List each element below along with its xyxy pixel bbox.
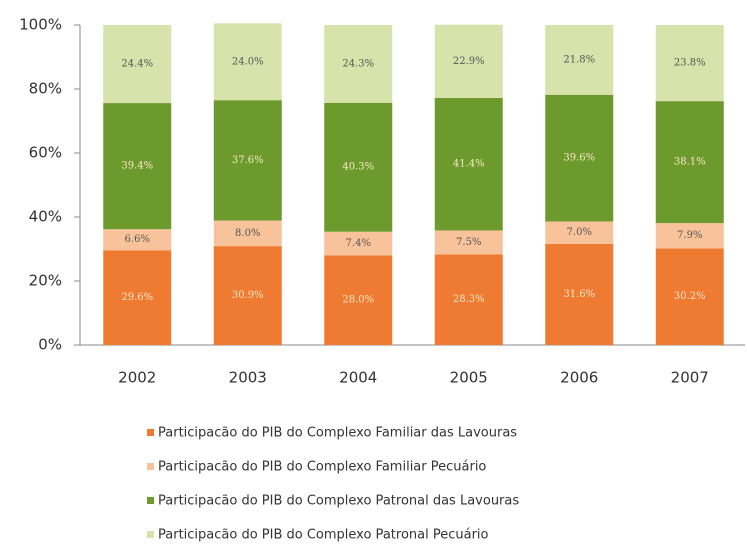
- value-label: 40.3%: [342, 162, 374, 173]
- bar-segment: [213, 100, 282, 221]
- x-tick-label: 2003: [229, 369, 267, 387]
- value-label: 6.6%: [125, 234, 150, 245]
- value-label: 7.4%: [346, 238, 371, 249]
- value-label: 21.8%: [563, 54, 595, 65]
- bar-segment: [213, 246, 282, 345]
- y-tick-label: 80%: [29, 80, 62, 98]
- bar-segment: [434, 97, 503, 231]
- x-tick-label: 2005: [450, 369, 488, 387]
- legend-swatch: [147, 463, 154, 470]
- value-label: 37.6%: [232, 155, 264, 166]
- bar-segment: [434, 24, 503, 98]
- legend-label: Participacão do PIB do Complexo Patronal…: [158, 494, 519, 509]
- value-label: 39.4%: [121, 161, 153, 172]
- bar-segment: [655, 25, 724, 102]
- y-tick-label: 0%: [38, 336, 62, 354]
- value-label: 8.0%: [235, 228, 260, 239]
- bar-segment: [655, 101, 724, 224]
- x-tick-label: 2002: [118, 369, 156, 387]
- value-label: 24.3%: [342, 58, 374, 69]
- y-tick-label: 40%: [29, 208, 62, 226]
- bar-segment: [213, 220, 282, 247]
- value-label: 24.4%: [121, 59, 153, 70]
- legend-label: Participacão do PIB do Complexo Patronal…: [158, 528, 489, 543]
- legend-label: Participacão do PIB do Complexo Familiar…: [158, 460, 486, 475]
- bar-segment: [434, 254, 503, 345]
- bar-segment: [103, 229, 172, 251]
- value-label: 38.1%: [674, 157, 706, 168]
- bar-segment: [545, 25, 614, 95]
- value-label: 28.3%: [453, 294, 485, 305]
- bar-segment: [545, 94, 614, 222]
- legend-swatch: [147, 531, 154, 538]
- value-label: 30.9%: [232, 290, 264, 301]
- value-label: 22.9%: [453, 56, 485, 67]
- bar-segment: [655, 248, 724, 345]
- bar-segment: [103, 103, 172, 230]
- value-label: 7.5%: [456, 237, 481, 248]
- y-tick-label: 100%: [19, 16, 62, 34]
- x-tick-label: 2006: [560, 369, 598, 387]
- bar-segment: [545, 243, 614, 345]
- value-label: 30.2%: [674, 291, 706, 302]
- value-label: 41.4%: [453, 159, 485, 170]
- bar-segment: [655, 223, 724, 249]
- value-label: 39.6%: [563, 153, 595, 164]
- bar-segment: [324, 255, 393, 345]
- value-label: 23.8%: [674, 58, 706, 69]
- value-label: 24.0%: [232, 56, 264, 67]
- value-label: 7.9%: [677, 230, 702, 241]
- legend-swatch: [147, 497, 154, 504]
- legend-swatch: [147, 429, 154, 436]
- x-tick-label: 2004: [339, 369, 377, 387]
- value-label: 28.0%: [342, 295, 374, 306]
- y-tick-label: 20%: [29, 272, 62, 290]
- bar-segment: [324, 231, 393, 256]
- bar-segment: [103, 250, 172, 345]
- legend-label: Participacão do PIB do Complexo Familiar…: [158, 426, 517, 441]
- bar-segment: [324, 102, 393, 232]
- bar-segment: [545, 221, 614, 244]
- bar-segment: [103, 25, 172, 104]
- y-tick-label: 60%: [29, 144, 62, 162]
- value-label: 29.6%: [121, 292, 153, 303]
- value-label: 7.0%: [567, 227, 592, 238]
- bar-segment: [434, 230, 503, 255]
- x-tick-label: 2007: [671, 369, 709, 387]
- bar-segment: [324, 25, 393, 103]
- bar-segment: [213, 23, 282, 101]
- value-label: 31.6%: [563, 289, 595, 300]
